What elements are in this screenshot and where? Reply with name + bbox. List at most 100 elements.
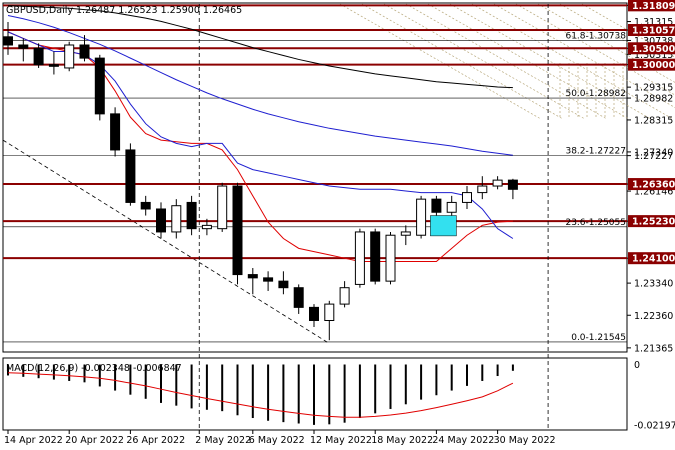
ma-blue: [7, 14, 513, 156]
badge-label: 1.26360: [632, 180, 675, 191]
candle: [416, 195, 427, 239]
candle-body: [201, 224, 212, 230]
time-tick-label: 26 Apr 2022: [126, 435, 185, 446]
time-tick-label: 20 Apr 2022: [65, 435, 124, 446]
candle: [263, 271, 274, 291]
candle-body: [217, 185, 228, 230]
price-panel-frame: [2, 2, 628, 353]
candle: [354, 228, 365, 288]
candle: [79, 35, 90, 62]
fib-fan-6: [471, 3, 673, 119]
candle-body: [140, 201, 151, 210]
ma-blue_short: [7, 31, 514, 239]
candle: [64, 41, 75, 72]
trend-line: [2, 139, 330, 344]
candle-body: [385, 234, 396, 282]
candle-body: [3, 36, 13, 46]
fib-label: 50.0-1.28982: [565, 89, 626, 99]
candle: [385, 231, 396, 285]
date-separators: [198, 4, 549, 430]
price-tick-label: 1.27340: [634, 147, 673, 158]
candle-body: [507, 179, 518, 190]
candle-body: [400, 231, 411, 236]
moving-averages: [7, 5, 514, 262]
highlight-zone: [430, 215, 457, 237]
fib-fan-7: [493, 3, 675, 108]
price-badge: 1.30000: [628, 58, 675, 71]
candle-body: [94, 57, 105, 115]
price-badge: 1.26360: [628, 178, 675, 191]
candle-body: [110, 113, 121, 151]
fib-fan-4: [427, 3, 629, 119]
candle: [370, 228, 381, 285]
candle-body: [156, 208, 166, 233]
price-tick-label: 1.26146: [634, 187, 673, 198]
price-tick-label: 1.23340: [634, 279, 673, 290]
fib-fan-1: [361, 3, 563, 119]
price-tick-label: 1.28315: [634, 115, 673, 126]
candle-body: [324, 303, 335, 321]
badge-label: 1.25230: [632, 217, 675, 228]
fib-label: 0.0-1.21545: [571, 333, 626, 343]
candle: [94, 54, 105, 121]
candle: [339, 281, 350, 308]
candle: [400, 225, 411, 246]
candle: [309, 304, 319, 328]
badge-label: 1.31809: [632, 1, 675, 12]
badge-label: 1.24100: [632, 254, 675, 265]
candle-body: [293, 287, 304, 308]
candle: [18, 38, 29, 62]
time-axis: 14 Apr 2022 20 Apr 2022 26 Apr 2022 2 May 2…: [4, 430, 556, 446]
fib-label: 61.8-1.30738: [565, 31, 626, 41]
badge-bg: [628, 24, 675, 37]
candle: [48, 51, 59, 75]
candle: [33, 43, 44, 68]
price-badge: 1.31809: [628, 0, 675, 12]
candle: [507, 178, 518, 200]
macd-title: MACD(12,26,9) -0.002348 -0.006847: [6, 363, 182, 374]
candle: [477, 176, 488, 200]
macd-signal-line: [7, 372, 514, 418]
candle-body: [462, 192, 472, 203]
macd-indicator: [7, 364, 514, 425]
candle-body: [339, 287, 350, 305]
horizontal-levels: [3, 4, 627, 343]
macd-axis: 0 -0.021977: [634, 360, 675, 431]
candle-body: [48, 64, 59, 67]
candle-body: [186, 201, 197, 230]
time-tick-label: 2 May 2022: [195, 435, 251, 446]
candle: [431, 195, 442, 216]
candle: [171, 199, 182, 239]
badge-bg: [628, 58, 675, 71]
candle-body: [18, 44, 29, 49]
candle: [462, 186, 472, 209]
price-tick-label: 1.30738: [634, 36, 673, 47]
badge-bg: [628, 178, 675, 191]
badge-bg: [628, 42, 675, 55]
candle-body: [370, 231, 381, 282]
price-tick-label: 1.28982: [634, 94, 673, 105]
price-badges: 1.31809 1.31057 1.30500 1.30000 1.26360 1.252…: [628, 0, 675, 265]
candle-body: [477, 185, 488, 194]
candle-body: [309, 306, 319, 321]
candle: [201, 218, 212, 236]
candle: [247, 268, 258, 295]
candle-body: [232, 185, 243, 276]
macd-tick-label: 0: [634, 360, 640, 371]
candle-body: [416, 198, 427, 236]
candle-body: [354, 231, 365, 285]
candle: [324, 300, 335, 341]
badge-label: 1.31057: [632, 26, 675, 37]
candle-body: [247, 274, 258, 279]
time-tick-label: 30 May 2022: [494, 435, 556, 446]
candle-body: [79, 44, 90, 59]
time-tick-label: 14 Apr 2022: [4, 435, 63, 446]
time-tick-label: 6 May 2022: [249, 435, 305, 446]
price-tick-label: 1.22360: [634, 311, 673, 322]
candle-body: [492, 179, 503, 187]
fibonacci-layer: [2, 3, 675, 344]
candle-body: [64, 44, 75, 69]
candle: [140, 195, 151, 216]
candle: [232, 182, 243, 285]
